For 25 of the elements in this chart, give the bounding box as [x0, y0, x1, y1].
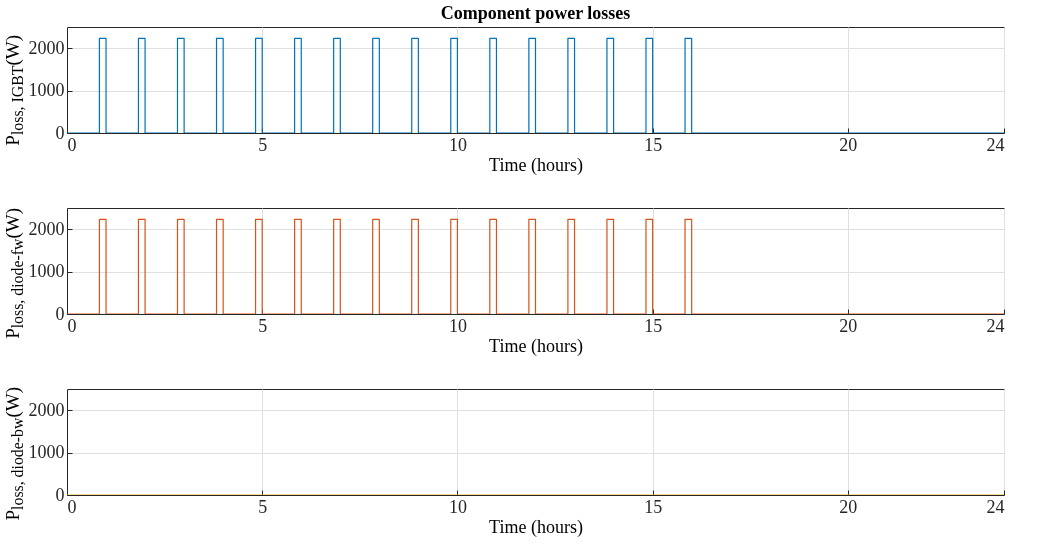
x-tick-label: 20 — [839, 134, 858, 155]
x-tick-label: 24 — [986, 315, 1005, 336]
x-tick-label: 10 — [448, 315, 467, 336]
chart-title: Component power losses — [440, 3, 631, 23]
y-tick-label: 2000 — [28, 37, 65, 58]
x-tick-label: 15 — [644, 315, 663, 336]
x-tick-label: 24 — [986, 496, 1005, 517]
x-tick-label: 5 — [258, 315, 268, 336]
x-tick-label: 5 — [258, 134, 268, 155]
x-axis-title: Time (hours) — [489, 516, 583, 538]
y-tick-label: 2000 — [28, 399, 65, 420]
x-tick-label: 15 — [644, 134, 663, 155]
y-tick-label: 1000 — [28, 261, 65, 282]
x-axis-title: Time (hours) — [489, 154, 583, 176]
x-tick-label: 20 — [839, 496, 858, 517]
x-tick-label: 24 — [986, 134, 1005, 155]
y-tick-label: 1000 — [28, 80, 65, 101]
x-tick-label: 10 — [448, 496, 467, 517]
x-tick-label: 20 — [839, 315, 858, 336]
x-tick-label: 5 — [258, 496, 268, 517]
x-axis-title: Time (hours) — [489, 335, 583, 357]
x-tick-label: 10 — [448, 134, 467, 155]
y-tick-label: 2000 — [28, 218, 65, 239]
y-tick-label: 1000 — [28, 442, 65, 463]
x-tick-label: 15 — [644, 496, 663, 517]
